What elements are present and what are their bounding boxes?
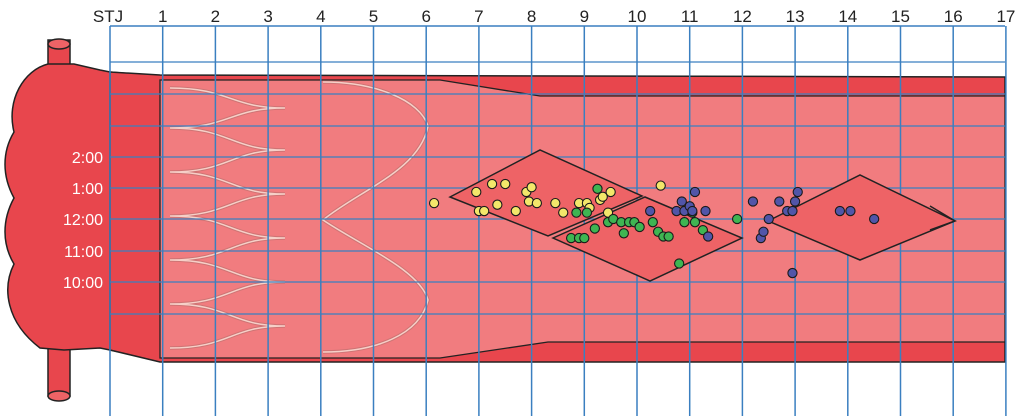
x-axis-label: 3 [263,7,272,26]
yellow-data-point [550,197,561,209]
yellow-data-point [486,178,498,190]
yellow-data-point [479,205,490,217]
x-axis-label: 16 [944,7,963,26]
x-axis-labels: STJ 1 2 3 4 5 6 7 8 9 10 11 12 13 14 15 16 17 [93,7,1015,26]
stent-wire-1 [169,87,286,349]
clock-position-label: 12:00 [63,212,103,229]
yellow-data-point [655,180,666,191]
x-axis-label: STJ [93,7,123,26]
blue-data-point [687,205,698,217]
yellow-data-point [526,182,537,193]
green-data-point [581,207,593,218]
blue-data-point [689,186,701,198]
yellow-data-point [500,178,511,190]
green-data-point [647,217,658,228]
stent-wire-2 [321,81,429,353]
green-data-point [589,223,600,234]
green-data-point [579,232,590,244]
blue-data-point [774,196,785,207]
x-axis-label: 1 [158,7,167,26]
blue-data-point [747,196,759,207]
x-axis-label: 2 [211,7,220,26]
top-coronary-stub-cap [47,38,71,50]
yellow-data-point [428,197,440,209]
clock-position-label: 11:00 [64,244,103,261]
x-axis-label: 12 [733,7,752,26]
bottom-coronary-stub-cap [47,390,71,402]
green-data-point [674,258,685,269]
blue-data-point [758,226,769,237]
yellow-data-point [531,197,543,209]
blue-data-point [789,196,801,207]
data-points [428,178,880,279]
blue-data-point [700,205,711,217]
x-axis-label: 8 [527,7,536,26]
x-axis-label: 15 [891,7,910,26]
blue-data-point [869,213,880,225]
x-axis-label: 4 [316,7,325,26]
green-data-point [689,217,701,228]
clock-position-label: 1:00 [72,181,103,198]
x-axis-label: 7 [474,7,483,26]
blue-data-point [702,231,714,242]
yellow-data-point [471,186,482,198]
green-data-point [592,183,603,194]
x-axis-label: 5 [369,7,378,26]
blue-data-point [834,205,846,217]
grid [109,25,1007,416]
yellow-data-point [510,205,521,217]
yellow-data-point [605,186,616,198]
x-axis-label: 14 [838,7,857,26]
stent-wires-highlight [169,81,429,353]
yellow-data-point [597,191,608,202]
tear-region-3-inner-mark [929,205,957,231]
tear-region-1 [448,149,644,237]
green-data-point [571,207,582,218]
blue-data-point [845,205,856,217]
x-axis-label: 11 [681,7,699,26]
x-axis-label: 9 [580,7,589,26]
x-axis-label: 13 [786,7,805,26]
blue-data-point [645,205,656,217]
yellow-data-point [558,207,569,218]
yellow-data-point [492,199,503,210]
blue-data-point [763,213,774,225]
green-data-point [618,228,629,239]
green-data-point [679,217,690,228]
blue-data-point [787,205,798,217]
blue-data-point [676,196,687,207]
green-data-point [731,213,743,225]
blue-data-point [787,267,798,279]
tear-region-2 [551,196,744,282]
blue-data-point [792,186,803,198]
tear-regions [448,149,957,282]
y-axis-labels: 2:00 1:00 12:00 11:00 10:00 [63,150,103,292]
x-axis-label: 6 [421,7,430,26]
clock-position-label: 2:00 [72,150,103,167]
x-axis-label: 10 [628,7,647,26]
clock-position-label: 10:00 [63,275,103,292]
green-data-point [634,221,645,233]
x-axis-label: 17 [996,7,1015,26]
green-data-point [663,231,674,242]
